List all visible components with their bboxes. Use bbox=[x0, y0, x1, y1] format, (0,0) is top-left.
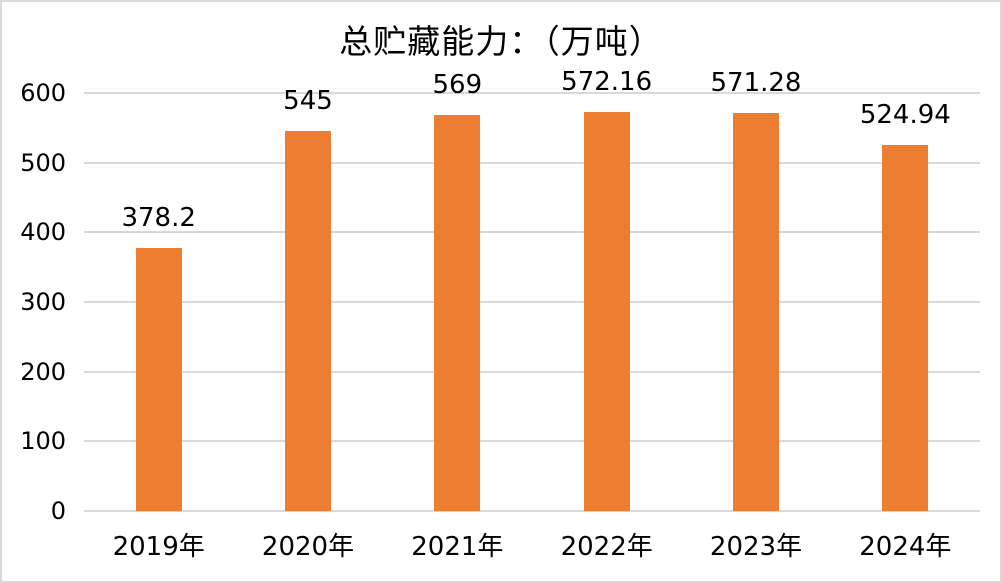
bar-2019年 bbox=[135, 247, 182, 511]
gridline bbox=[84, 440, 980, 443]
x-axis-tick-label: 2023年 bbox=[709, 532, 803, 562]
data-label: 378.2 bbox=[121, 202, 196, 233]
y-axis-tick-label: 600 bbox=[20, 79, 66, 107]
gridline bbox=[84, 161, 980, 164]
bar-2020年 bbox=[285, 131, 331, 511]
bar-2022年 bbox=[583, 112, 630, 511]
bar-2023年 bbox=[733, 113, 779, 511]
y-axis-tick-label: 400 bbox=[20, 218, 66, 247]
y-axis-tick-label: 200 bbox=[20, 357, 66, 386]
data-label: 571.28 bbox=[710, 68, 802, 98]
data-label: 569 bbox=[432, 69, 483, 100]
data-label: 524.94 bbox=[859, 100, 951, 131]
y-axis-tick-label: 0 bbox=[50, 497, 66, 525]
x-axis-tick-label: 2022年 bbox=[560, 532, 653, 562]
gridline bbox=[84, 231, 980, 234]
data-label: 572.16 bbox=[561, 67, 653, 98]
y-axis-tick-label: 500 bbox=[20, 148, 66, 177]
gridline bbox=[84, 301, 980, 303]
chart-title: 总贮藏能力：（万吨） bbox=[339, 22, 663, 61]
y-axis-tick-label: 300 bbox=[20, 288, 66, 316]
data-label: 545 bbox=[283, 86, 333, 117]
x-axis-tick-label: 2024年 bbox=[859, 532, 952, 562]
x-axis-line bbox=[84, 510, 980, 512]
x-axis-tick-label: 2021年 bbox=[411, 532, 504, 562]
bar-2021年 bbox=[434, 114, 481, 511]
y-axis-tick-label: 100 bbox=[20, 427, 66, 456]
x-axis-tick-label: 2019年 bbox=[112, 532, 205, 562]
bar-2024年 bbox=[882, 145, 929, 511]
gridline bbox=[84, 92, 980, 94]
x-axis-tick-label: 2020年 bbox=[261, 532, 355, 562]
gridline bbox=[84, 370, 980, 373]
